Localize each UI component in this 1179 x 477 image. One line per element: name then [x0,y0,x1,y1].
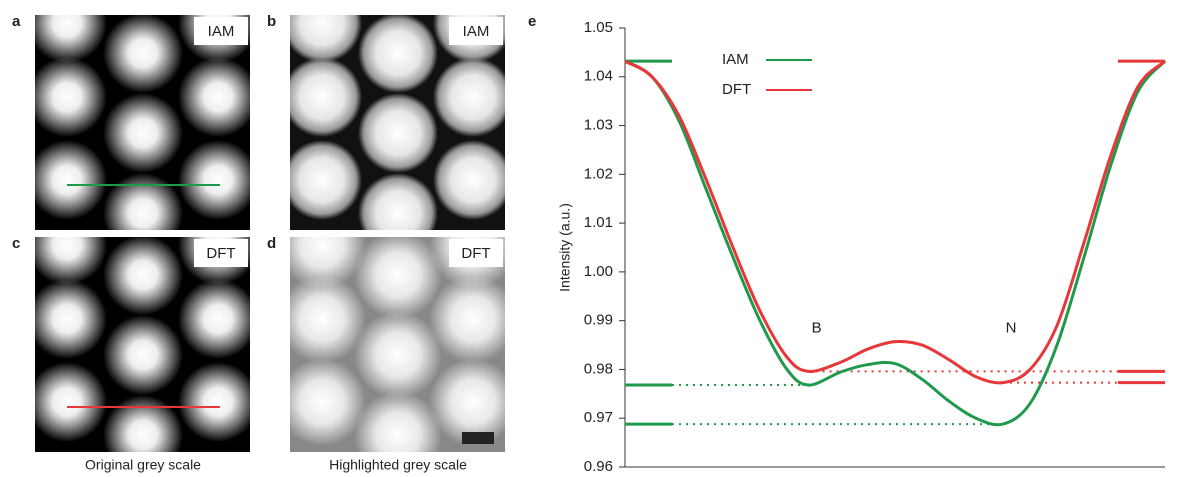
panel-tag: IAM [463,23,490,40]
atom-blob [103,395,183,452]
panel-tag: DFT [461,245,490,262]
tag-background [449,17,503,45]
y-tick-label: 1.02 [584,165,613,182]
y-tick-label: 0.96 [584,458,613,475]
y-axis-label: Intensity (a.u.) [557,203,573,292]
series-line [624,59,1167,427]
y-tick-label: 1.00 [584,263,613,280]
image-panel [35,237,250,452]
panel-tag: IAM [208,23,235,40]
y-tick-label: 1.05 [584,19,613,36]
atom-blob [35,279,107,359]
y-tick-label: 1.04 [584,68,613,85]
image-panel [290,237,505,452]
atom-blob [178,57,250,137]
y-tick-label: 1.03 [584,117,613,134]
atom-blob [35,15,107,63]
atom-blob [35,140,107,220]
legend-label: DFT [722,81,751,98]
atom-blob [178,140,250,220]
atom-blob [290,358,366,446]
panel-letter: e [528,13,536,30]
atom-blob [103,237,183,315]
atom-blob [103,15,183,93]
atom-blob [433,140,505,220]
atom-blob [354,237,442,319]
atom-blob [358,173,438,230]
atom-blob [103,315,183,395]
panel-letter: d [267,235,276,252]
atom-blob [178,362,250,442]
caption: Original grey scale [85,457,201,473]
caption: Highlighted grey scale [329,457,467,473]
atom-blob [35,237,107,285]
y-tick-label: 0.98 [584,360,613,377]
annotation: N [1006,320,1017,337]
panel-letter: c [12,235,20,252]
tag-background [194,17,248,45]
atom-blob [358,93,438,173]
atom-blob [290,57,362,137]
legend-label: IAM [722,51,749,68]
panel-letter: b [267,13,276,30]
atom-blob [290,237,366,289]
atom-blob [290,140,362,220]
atom-blob [103,173,183,230]
atom-blob [290,275,366,363]
atom-blob [35,57,107,137]
series-line [624,59,1167,385]
atom-blob [103,93,183,173]
annotation: B [812,320,822,337]
atom-blob [35,362,107,442]
atom-blob [178,279,250,359]
atom-blob [358,15,438,93]
atom-blob [354,311,442,399]
panel-tag: DFT [206,245,235,262]
y-tick-label: 0.97 [584,409,613,426]
tag-background [194,239,248,267]
atom-blob [354,391,442,452]
scale-bar [462,432,494,444]
tag-background [449,239,503,267]
panel-letter: a [12,13,21,30]
atom-blob [429,358,505,446]
y-tick-label: 0.99 [584,312,613,329]
atom-blob [433,57,505,137]
y-tick-label: 1.01 [584,214,613,231]
atom-blob [290,15,362,63]
image-panel [35,15,250,230]
atom-blob [429,275,505,363]
